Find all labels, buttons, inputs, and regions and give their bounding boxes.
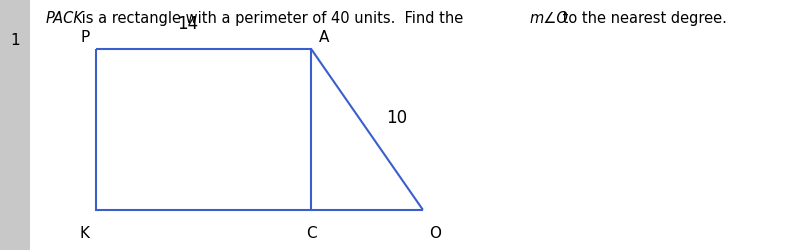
Text: to the nearest degree.: to the nearest degree. — [558, 11, 726, 26]
Text: m∠O: m∠O — [529, 11, 568, 26]
Text: O: O — [429, 225, 441, 240]
Text: 14: 14 — [178, 14, 198, 32]
Text: A: A — [319, 30, 330, 45]
Text: 10: 10 — [386, 108, 407, 126]
Text: is a rectangle with a perimeter of 40 units.  Find the: is a rectangle with a perimeter of 40 un… — [77, 11, 467, 26]
Text: C: C — [306, 225, 317, 240]
Text: PACK: PACK — [46, 11, 84, 26]
Text: P: P — [81, 30, 90, 45]
Text: K: K — [80, 225, 90, 240]
Text: 1: 1 — [10, 32, 20, 48]
